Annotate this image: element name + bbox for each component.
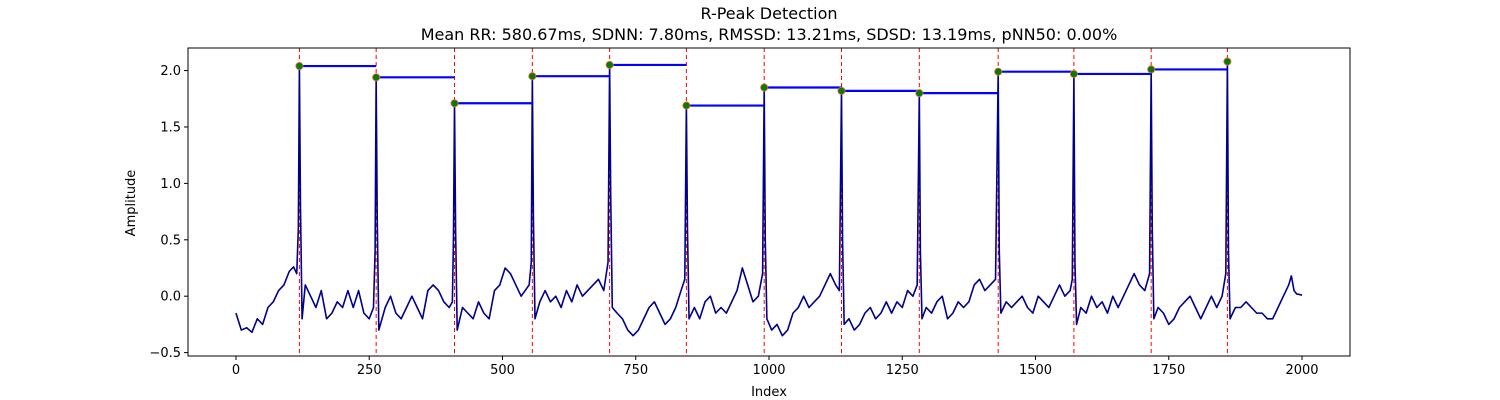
r-peak-marker-11: [1147, 65, 1156, 74]
x-tick-label: 1000: [752, 363, 785, 378]
r-peak-marker-3: [528, 72, 537, 81]
r-peak-marker-7: [837, 86, 846, 95]
r-peak-marker-12: [1223, 57, 1232, 66]
ecg-signal-line: [235, 60, 1303, 337]
y-tick-label: −0.5: [149, 346, 181, 361]
x-axis-label: Index: [751, 385, 787, 400]
y-tick-label: 1.0: [160, 177, 181, 192]
x-tick-label: 0: [232, 363, 240, 378]
y-tick-label: 0.0: [160, 290, 181, 305]
y-tick-label: 2.0: [160, 64, 181, 79]
r-peak-marker-10: [1069, 69, 1078, 78]
x-tick-label: 2000: [1285, 363, 1318, 378]
r-peak-marker-8: [915, 89, 924, 98]
x-tick-label: 1250: [886, 363, 919, 378]
x-axis-ticks: 0 250 500 750 1000 1250 1500 1750 2000: [232, 356, 1319, 378]
y-tick-label: 1.5: [160, 120, 181, 135]
r-peak-marker-5: [682, 101, 691, 110]
r-peak-marker-1: [372, 73, 381, 82]
r-peak-marker-6: [760, 83, 769, 92]
r-peak-marker-2: [450, 99, 459, 108]
y-axis-label: Amplitude: [124, 170, 139, 237]
chart-title: R-Peak Detection: [700, 4, 837, 23]
x-tick-label: 750: [623, 363, 648, 378]
rr-segments: [299, 63, 1228, 107]
signal-layer: [235, 60, 1303, 337]
r-peak-marker-0: [295, 62, 304, 71]
chart-subtitle: Mean RR: 580.67ms, SDNN: 7.80ms, RMSSD: …: [421, 25, 1118, 44]
y-axis-ticks: −0.5 0.0 0.5 1.0 1.5 2.0: [149, 64, 188, 361]
x-tick-label: 500: [490, 363, 515, 378]
r-peak-markers: [295, 57, 1232, 110]
r-peak-marker-9: [994, 67, 1003, 76]
x-tick-label: 1500: [1019, 363, 1052, 378]
x-tick-label: 250: [357, 363, 382, 378]
y-tick-label: 0.5: [160, 233, 181, 248]
x-tick-label: 1750: [1152, 363, 1185, 378]
r-peak-marker-4: [605, 60, 614, 69]
